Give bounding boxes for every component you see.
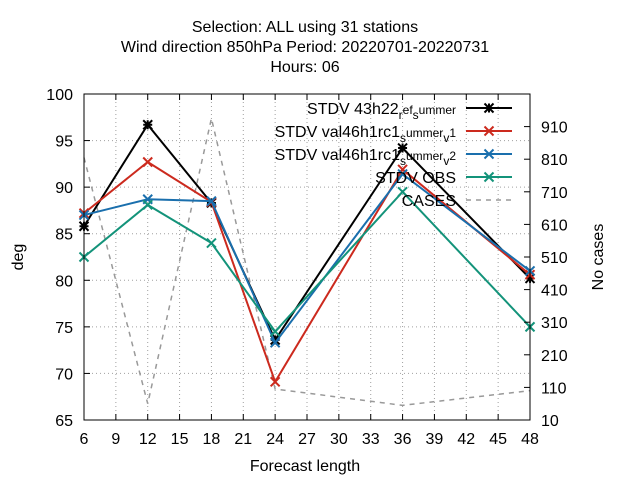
legend-label: CASES: [402, 193, 456, 210]
y2-tick-label: 210: [541, 348, 568, 365]
y2-tick-label: 710: [541, 185, 568, 202]
legend-item: STDV val46h1rc1summerv1: [275, 124, 512, 145]
y-tick-label: 95: [55, 134, 73, 151]
legend-label: STDV val46h1rc1summerv2: [275, 147, 457, 168]
y2-tick-label: 110: [541, 380, 567, 397]
data-point: [269, 334, 281, 346]
legend-marker: [483, 102, 495, 114]
title-line: Wind direction 850hPa Period: 20220701-2…: [121, 39, 489, 56]
data-point: [269, 326, 281, 337]
y2-tick-label: 910: [541, 120, 568, 137]
y-tick-label: 90: [55, 180, 73, 197]
y-axis-label: deg: [10, 244, 27, 271]
x-tick-label: 18: [203, 431, 221, 448]
y2-tick-label: 610: [541, 217, 568, 234]
y-tick-label: 100: [46, 87, 73, 104]
legend-marker: [483, 125, 495, 137]
legend-marker: [483, 148, 495, 160]
data-point: [206, 195, 217, 207]
x-axis-label: Forecast length: [250, 458, 360, 475]
x-tick-label: 6: [80, 431, 89, 448]
x-tick-label: 24: [266, 431, 284, 448]
data-point: [397, 168, 408, 180]
plot-area: [78, 118, 536, 407]
y-tick-label: 75: [55, 320, 73, 337]
data-point: [142, 119, 153, 130]
y-tick-label: 70: [55, 366, 73, 383]
y2-tick-label: 310: [541, 315, 568, 332]
y2-axis: 10 110 210 310 410 510 610 710 810 910: [524, 120, 568, 430]
legend-item: STDV 43h22refsummer: [307, 101, 512, 122]
data-point: [269, 376, 281, 388]
legend-item: STDV val46h1rc1summerv2: [275, 147, 512, 168]
x-tick-label: 45: [489, 431, 507, 448]
x-tick-label: 30: [330, 431, 348, 448]
series-3: [78, 186, 536, 337]
y-tick-label: 80: [55, 273, 73, 290]
series-4: [83, 118, 531, 407]
series-2: [78, 168, 536, 348]
title-line: Hours: 06: [270, 59, 339, 76]
data-point: [397, 142, 408, 154]
series-1: [78, 156, 536, 388]
legend-label: STDV OBS: [375, 170, 456, 187]
x-tick-label: 27: [298, 431, 316, 448]
data-point: [142, 199, 153, 211]
series-line: [83, 172, 531, 345]
legend-item: STDV OBS: [375, 170, 512, 187]
y-axis: 65 70 75 80 85 90 95 100: [46, 87, 90, 430]
x-tick-label: 36: [394, 431, 412, 448]
y2-tick-label: 810: [541, 152, 568, 169]
x-tick-label: 42: [457, 431, 475, 448]
legend-marker: [483, 171, 495, 183]
data-point: [269, 337, 281, 348]
chart-title: Selection: ALL using 31 stations Wind di…: [121, 19, 489, 76]
data-point: [206, 237, 217, 249]
title-line: Selection: ALL using 31 stations: [192, 19, 418, 36]
x-tick-label: 48: [521, 431, 539, 448]
y2-tick-label: 510: [541, 250, 568, 267]
data-point: [397, 186, 408, 198]
x-tick-label: 33: [362, 431, 380, 448]
series-line: [83, 160, 531, 385]
x-tick-label: 39: [426, 431, 444, 448]
series-line: [83, 118, 531, 407]
series-line: [83, 190, 531, 334]
y-tick-label: 85: [55, 227, 73, 244]
legend-item: CASES: [402, 193, 512, 210]
y2-axis-label: No cases: [590, 224, 607, 291]
x-tick-label: 9: [111, 431, 120, 448]
data-point: [142, 156, 153, 168]
x-tick-label: 21: [234, 431, 252, 448]
legend-label: STDV 43h22refsummer: [307, 101, 456, 122]
y-tick-label: 65: [55, 413, 73, 430]
legend-label: STDV val46h1rc1summerv1: [275, 124, 457, 145]
y2-tick-label: 410: [541, 283, 568, 300]
x-axis: 6 9 12 15 18 21 24 27 30 33 36 39 42 45 48: [80, 94, 539, 448]
x-tick-label: 12: [139, 431, 157, 448]
x-tick-label: 15: [171, 431, 189, 448]
y2-tick-label: 10: [541, 413, 559, 430]
